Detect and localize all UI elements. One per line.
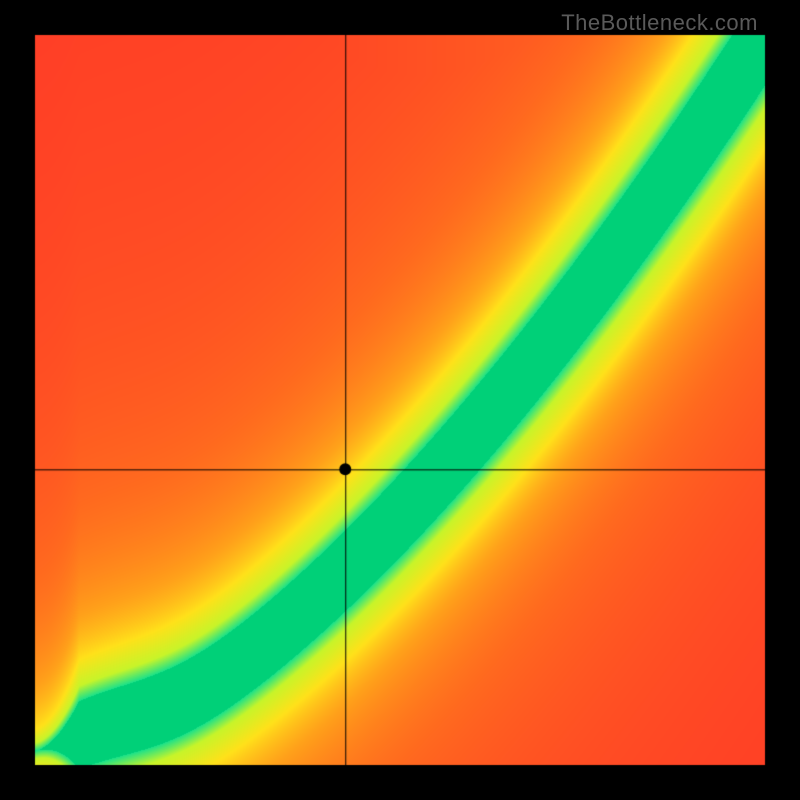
bottleneck-heatmap [0,0,800,800]
watermark-text: TheBottleneck.com [561,10,758,36]
